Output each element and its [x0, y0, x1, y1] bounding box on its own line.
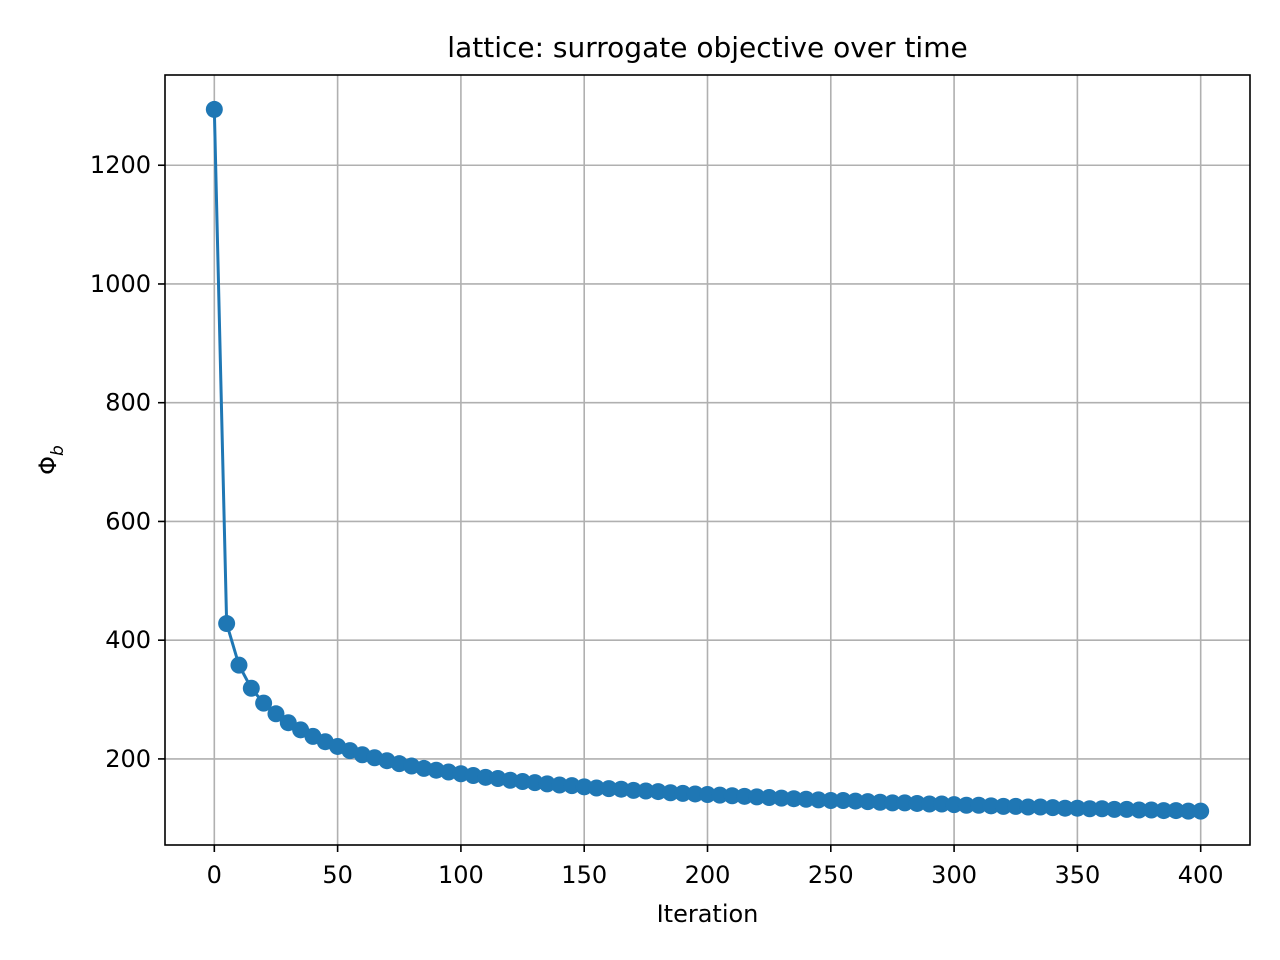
- x-tick-label: 150: [561, 861, 607, 889]
- y-tick-label: 1000: [90, 270, 151, 298]
- data-point: [205, 100, 223, 118]
- data-point: [846, 792, 864, 810]
- data-point: [230, 656, 248, 674]
- data-point: [772, 789, 790, 807]
- data-point: [735, 787, 753, 805]
- data-point: [945, 796, 963, 814]
- data-point: [896, 794, 914, 812]
- data-point: [242, 679, 260, 697]
- data-point: [1068, 799, 1086, 817]
- data-point: [908, 794, 926, 812]
- data-point: [686, 785, 704, 803]
- x-tick-label: 50: [322, 861, 353, 889]
- data-point: [538, 775, 556, 793]
- data-point: [920, 795, 938, 813]
- data-point: [600, 780, 618, 798]
- x-tick-label: 100: [438, 861, 484, 889]
- data-point: [994, 797, 1012, 815]
- data-point: [859, 793, 877, 811]
- data-point: [1118, 800, 1136, 818]
- data-point: [711, 786, 729, 804]
- x-tick-label: 350: [1054, 861, 1100, 889]
- y-axis-label-subscript: b: [48, 445, 68, 456]
- data-point: [563, 777, 581, 795]
- grid: [165, 75, 1250, 845]
- data-series: [205, 100, 1210, 820]
- data-point: [1167, 802, 1185, 820]
- data-point: [612, 780, 630, 798]
- data-point: [551, 776, 569, 794]
- data-point: [748, 788, 766, 806]
- data-point: [1192, 802, 1210, 820]
- x-tick-label: 250: [808, 861, 854, 889]
- data-point: [834, 791, 852, 809]
- data-point: [957, 796, 975, 814]
- y-tick-label: 600: [105, 507, 151, 535]
- data-point: [625, 781, 643, 799]
- data-point: [588, 779, 606, 797]
- data-point: [279, 714, 297, 732]
- y-tick-label: 800: [105, 389, 151, 417]
- data-point: [267, 705, 285, 723]
- data-point: [797, 790, 815, 808]
- ticks: 0 50 100 150 200 250 300 350 400 200 400 600 800 1000…: [90, 151, 1224, 889]
- data-point: [822, 791, 840, 809]
- data-point: [575, 778, 593, 796]
- data-point: [1031, 798, 1049, 816]
- data-point: [477, 768, 495, 786]
- data-point: [218, 615, 236, 633]
- y-axis-label-main: Φ: [34, 456, 62, 475]
- data-point: [1130, 801, 1148, 819]
- data-point: [1105, 800, 1123, 818]
- data-point: [1044, 799, 1062, 817]
- data-point: [255, 694, 273, 712]
- chart-title: lattice: surrogate objective over time: [447, 31, 967, 64]
- data-point: [662, 784, 680, 802]
- data-point: [760, 789, 778, 807]
- data-point: [1142, 801, 1160, 819]
- y-tick-label: 200: [105, 745, 151, 773]
- data-point: [809, 791, 827, 809]
- y-tick-label: 1200: [90, 151, 151, 179]
- data-point: [785, 790, 803, 808]
- data-point: [501, 771, 519, 789]
- data-point: [649, 783, 667, 801]
- x-tick-label: 400: [1178, 861, 1224, 889]
- data-point: [970, 796, 988, 814]
- x-tick-label: 200: [685, 861, 731, 889]
- data-point: [514, 772, 532, 790]
- x-axis-label: Iteration: [657, 900, 759, 928]
- data-point: [1155, 802, 1173, 820]
- x-tick-label: 0: [207, 861, 222, 889]
- data-point: [982, 797, 1000, 815]
- y-tick-label: 400: [105, 626, 151, 654]
- data-point: [723, 787, 741, 805]
- data-point: [1007, 797, 1025, 815]
- data-point: [1019, 798, 1037, 816]
- data-point: [674, 784, 692, 802]
- data-point: [871, 793, 889, 811]
- y-axis-label: Φb: [34, 445, 68, 475]
- data-point: [1081, 800, 1099, 818]
- data-point: [933, 795, 951, 813]
- data-point: [1093, 800, 1111, 818]
- x-tick-label: 300: [931, 861, 977, 889]
- data-point: [699, 786, 716, 804]
- data-point: [1056, 799, 1074, 817]
- data-point: [1179, 802, 1197, 820]
- data-point: [637, 782, 655, 800]
- data-point: [526, 774, 544, 792]
- data-point: [883, 794, 901, 812]
